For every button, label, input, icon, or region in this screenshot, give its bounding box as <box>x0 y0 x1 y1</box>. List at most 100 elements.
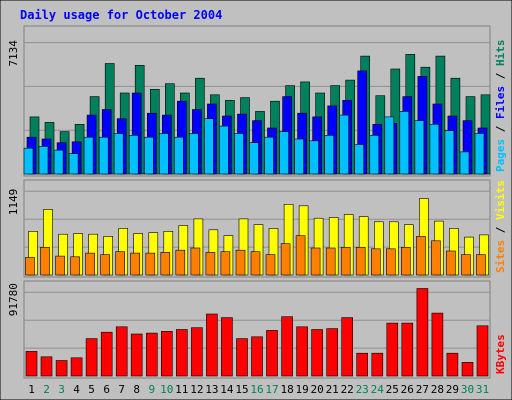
bar-sites-day-30 <box>461 254 471 276</box>
y-max-label: 91780 <box>7 283 20 316</box>
x-tick-label: 15 <box>235 383 248 396</box>
bar-kbytes-day-21 <box>326 328 339 377</box>
bar-pages-day-7 <box>113 133 124 175</box>
bar-kbytes-day-6 <box>100 331 113 377</box>
side-legend: KBytes <box>494 334 507 374</box>
x-tick-label: 27 <box>416 383 429 396</box>
bar-kbytes-day-18 <box>281 316 293 377</box>
legend-visits: Visits <box>494 180 507 220</box>
bar-pages-day-23 <box>354 144 365 175</box>
bar-sites-day-12 <box>190 247 201 276</box>
bar-pages-day-12 <box>189 133 199 175</box>
x-tick-label: 30 <box>461 383 474 396</box>
bar-sites-day-5 <box>85 252 95 276</box>
bar-pages-day-28 <box>429 124 440 175</box>
x-tick-label: 9 <box>148 383 155 396</box>
x-tick-label: 8 <box>133 383 140 396</box>
bar-kbytes-day-12 <box>191 327 203 377</box>
bar-sites-day-2 <box>40 247 50 276</box>
x-tick-label: 26 <box>401 383 414 396</box>
bar-pages-day-8 <box>128 135 139 175</box>
bar-kbytes-day-5 <box>85 338 98 377</box>
x-tick-label: 11 <box>175 383 188 396</box>
bar-pages-day-26 <box>399 111 410 175</box>
bar-pages-day-11 <box>174 136 184 175</box>
bar-kbytes-day-10 <box>161 330 173 377</box>
bar-pages-day-25 <box>384 116 395 175</box>
bar-kbytes-day-16 <box>251 336 263 377</box>
bar-pages-day-4 <box>68 153 79 175</box>
bar-pages-day-9 <box>144 136 154 175</box>
bar-sites-day-17 <box>265 254 276 276</box>
bar-sites-day-10 <box>160 252 171 276</box>
panel-hits-files-pages: 7134 Pages / Files / Hits <box>7 25 507 177</box>
bar-pages-day-22 <box>339 114 350 175</box>
bar-pages-day-16 <box>249 142 259 175</box>
bar-kbytes-day-22 <box>341 317 354 377</box>
bar-kbytes-day-19 <box>296 326 308 377</box>
chart-panels: 7134 Pages / Files / Hits 1149 Sites / Visi… <box>7 25 507 379</box>
bar-sites-day-26 <box>400 247 411 276</box>
bar-sites-day-11 <box>175 249 186 276</box>
bar-sites-day-13 <box>205 252 216 276</box>
bar-pages-day-6 <box>98 136 109 175</box>
bar-kbytes-day-27 <box>416 288 429 377</box>
bar-sites-day-27 <box>416 236 426 276</box>
side-legend: Sites / Visits <box>494 180 507 273</box>
bar-kbytes-day-11 <box>176 329 188 377</box>
x-tick-label: 28 <box>431 383 444 396</box>
y-max-label: 1149 <box>7 189 20 216</box>
bar-sites-day-24 <box>370 248 381 276</box>
x-tick-label: 4 <box>73 383 80 396</box>
panel-kbytes: 91780 KBytes <box>7 280 507 379</box>
bar-sites-day-21 <box>325 247 336 276</box>
bar-kbytes-day-14 <box>221 317 233 377</box>
x-tick-label: 22 <box>341 383 354 396</box>
x-tick-label: 20 <box>310 383 323 396</box>
bar-sites-day-9 <box>145 252 156 276</box>
x-tick-label: 17 <box>265 383 278 396</box>
bar-pages-day-29 <box>444 130 455 175</box>
x-tick-label: 29 <box>446 383 459 396</box>
bar-pages-day-21 <box>324 135 335 175</box>
bar-pages-day-27 <box>414 120 425 175</box>
bar-kbytes-day-8 <box>130 333 143 377</box>
bar-sites-day-7 <box>115 251 125 276</box>
bar-pages-day-2 <box>38 146 49 175</box>
x-tick-label: 3 <box>58 383 65 396</box>
bar-kbytes-day-29 <box>446 352 459 377</box>
bar-sites-day-20 <box>310 247 321 276</box>
bar-kbytes-day-3 <box>55 360 68 377</box>
legend-files: Files <box>494 86 507 119</box>
bar-kbytes-day-9 <box>146 332 158 377</box>
bar-pages-day-20 <box>309 140 319 175</box>
bar-sites-day-3 <box>55 255 65 276</box>
legend-kbytes: KBytes <box>494 334 507 374</box>
x-tick-label: 23 <box>356 383 369 396</box>
legend-: / <box>494 220 507 240</box>
bar-kbytes-day-1 <box>25 351 38 377</box>
bar-kbytes-day-28 <box>431 312 444 377</box>
bar-sites-day-29 <box>446 250 456 276</box>
bar-sites-day-14 <box>220 251 231 276</box>
x-tick-label: 18 <box>280 383 293 396</box>
x-tick-label: 25 <box>386 383 399 396</box>
bar-pages-day-15 <box>234 133 244 175</box>
bar-kbytes-day-2 <box>40 356 53 377</box>
bar-pages-day-17 <box>264 136 274 175</box>
bar-sites-day-8 <box>130 252 140 276</box>
x-tick-label: 1 <box>28 383 35 396</box>
x-axis-labels: 1 2 3 4 5 6 7 8 9 10 11 12 13 14 15 16 17 18 19 20 21 22 23 24 2… <box>28 383 489 396</box>
bar-sites-day-4 <box>70 256 80 276</box>
bar-kbytes-day-7 <box>115 326 128 377</box>
x-tick-label: 24 <box>371 383 385 396</box>
bar-pages-day-14 <box>219 125 229 175</box>
bar-pages-day-18 <box>279 131 289 175</box>
bar-pages-day-19 <box>294 138 304 175</box>
legend-hits: Hits <box>494 40 507 67</box>
bar-sites-day-6 <box>100 254 110 276</box>
chart-title: Daily usage for October 2004 <box>20 8 222 22</box>
bar-sites-day-23 <box>355 247 366 276</box>
bar-sites-day-15 <box>235 249 246 276</box>
x-tick-label: 31 <box>476 383 489 396</box>
